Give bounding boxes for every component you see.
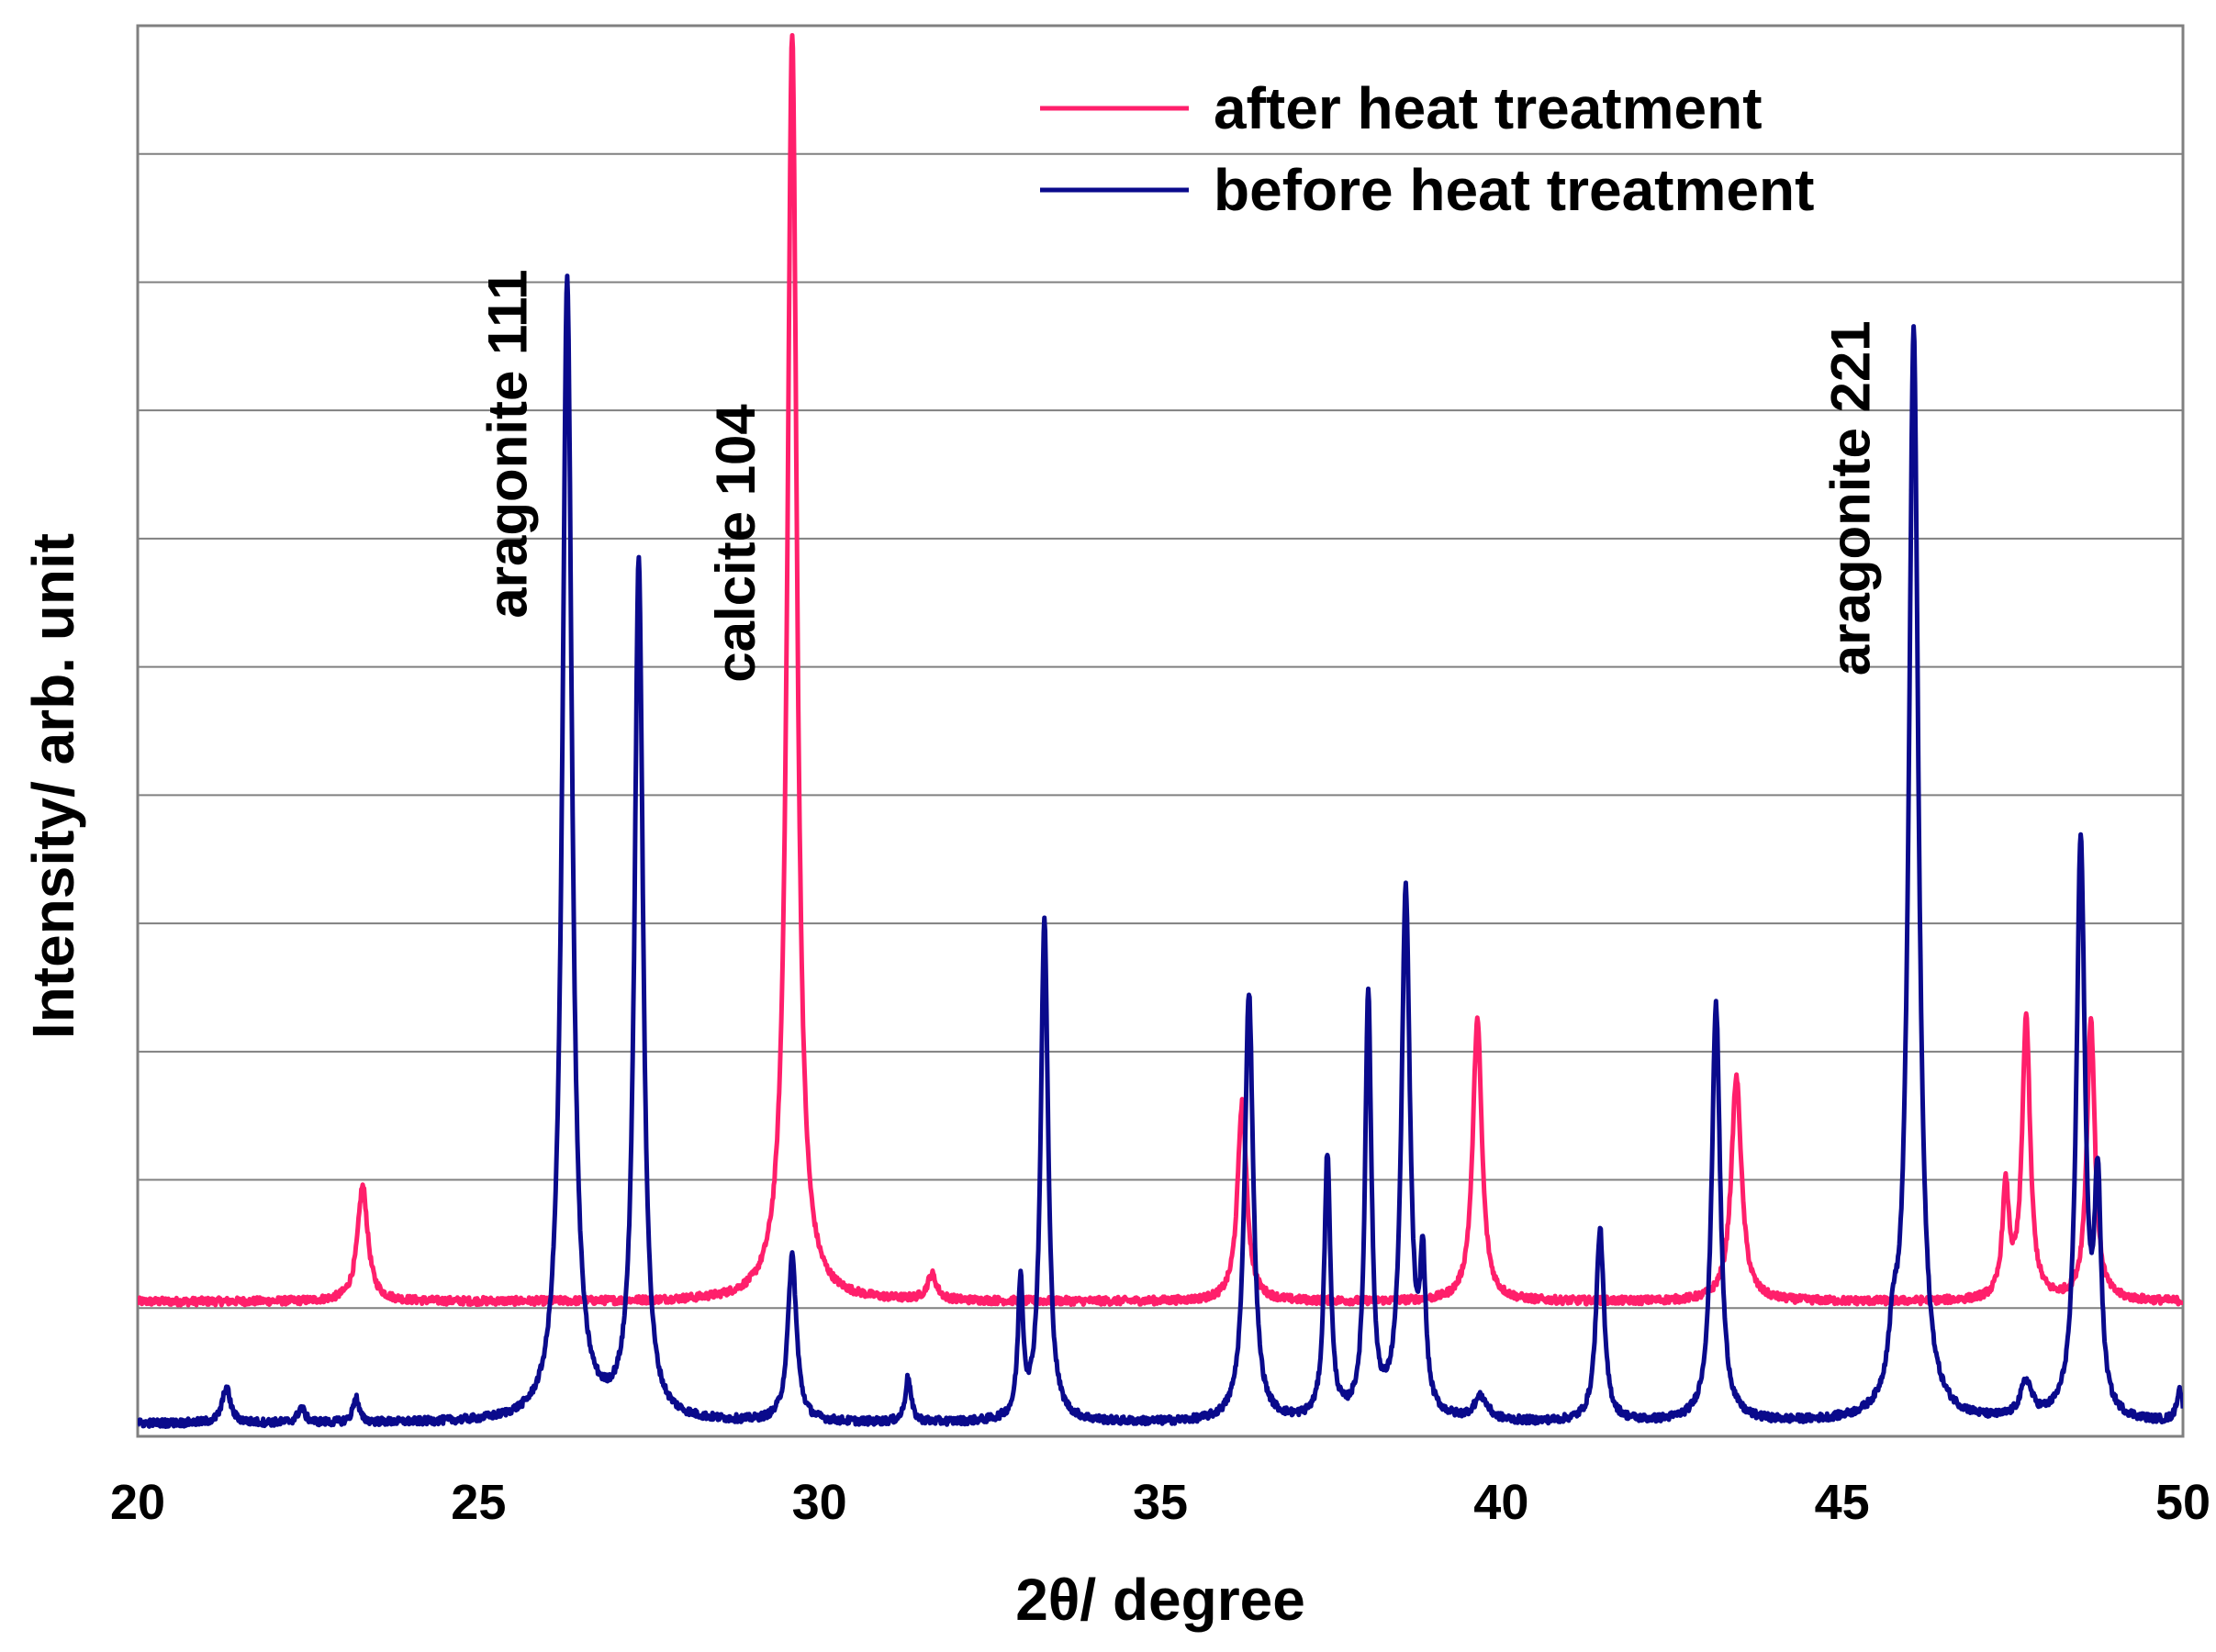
plot-area-frame: [136, 24, 2185, 1438]
x-tick-label-40: 40: [1473, 1475, 1528, 1530]
x-tick-label-30: 30: [792, 1475, 847, 1530]
x-tick-labels: 20 25 30 35 40 45 50: [110, 1475, 2210, 1530]
annotation-aragonite-111: aragonite 111: [476, 269, 538, 618]
x-tick-label-45: 45: [1815, 1475, 1870, 1530]
series-line-before-heat-treatment: [138, 273, 2183, 1429]
y-axis-title: Intensity/ arb. unit: [20, 533, 86, 1039]
annotation-aragonite-221: aragonite 221: [1819, 320, 1881, 675]
series-lines: [138, 33, 2183, 1429]
annotation-calcite-104: calcite 104: [705, 404, 767, 683]
legend-label-after: after heat treatment: [1214, 75, 1763, 141]
x-tick-label-25: 25: [451, 1475, 506, 1530]
x-axis-title: 2θ/ degree: [1015, 1567, 1305, 1633]
peak-annotations: aragonite 111 calcite 104 aragonite 221: [476, 269, 1881, 682]
x-tick-label-50: 50: [2155, 1475, 2210, 1530]
legend-label-before: before heat treatment: [1214, 157, 1814, 223]
legend: after heat treatment before heat treatme…: [1040, 75, 1814, 223]
x-tick-label-20: 20: [110, 1475, 165, 1530]
gridlines: [138, 152, 2183, 1310]
x-tick-label-35: 35: [1133, 1475, 1188, 1530]
series-line-after-heat-treatment: [138, 33, 2183, 1308]
